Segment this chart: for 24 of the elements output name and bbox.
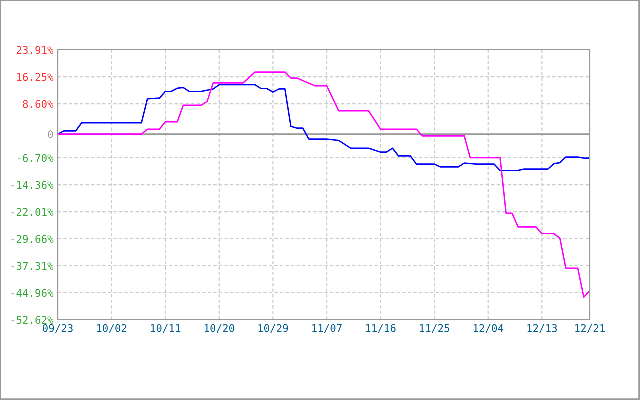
x-tick-label: 12/04 (474, 324, 504, 334)
y-tick-label: -22.01% (12, 208, 54, 216)
x-tick-label: 10/29 (258, 324, 288, 334)
x-tick-label: 10/02 (97, 324, 127, 334)
x-tick-label: 12/13 (528, 324, 558, 334)
y-tick-label: -29.66% (12, 235, 54, 244)
y-tick-label: 8.60% (23, 100, 54, 108)
x-tick-label: 11/07 (312, 324, 342, 334)
y-tick-label: 23.91% (16, 46, 54, 54)
x-tick-label: 10/11 (151, 324, 181, 334)
y-tick-label: -44.96% (12, 289, 54, 298)
line-series (58, 84, 590, 172)
y-tick-label: -6.70% (18, 154, 54, 162)
y-tick-label: 16.25% (17, 73, 54, 82)
y-tick-label: -37.31% (12, 262, 54, 270)
x-tick-label: 11/25 (420, 324, 450, 334)
y-tick-label: -14.36% (12, 181, 54, 190)
x-tick-label: 10/20 (204, 324, 234, 334)
x-tick-label: 11/16 (366, 324, 396, 334)
x-tick-label: 09/23 (43, 324, 73, 334)
line-series (58, 72, 590, 298)
y-tick-label: -52.62% (12, 316, 54, 324)
y-tick-label: 0 (48, 130, 54, 138)
x-tick-label: 12/21 (576, 324, 605, 334)
